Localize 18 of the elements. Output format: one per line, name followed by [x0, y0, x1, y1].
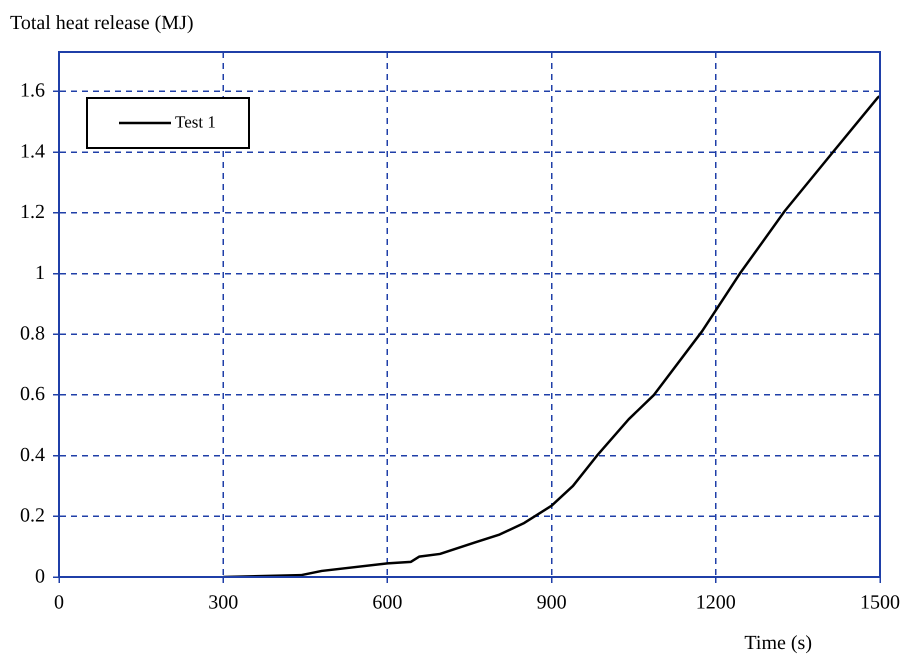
y-tick-label: 0 [35, 565, 45, 588]
y-tick-label: 1.4 [20, 140, 45, 162]
x-tick-label: 300 [208, 591, 238, 614]
x-axis-title: Time (s) [744, 632, 812, 655]
legend-label: Test 1 [175, 112, 216, 132]
x-tick-label: 600 [372, 591, 402, 614]
x-tick-label: 0 [54, 591, 64, 614]
y-tick-label: 0.2 [20, 504, 45, 527]
x-tick-label: 900 [536, 591, 567, 614]
x-tick-label: 1500 [860, 591, 900, 614]
y-tick-label: 0.6 [20, 383, 45, 406]
y-tick-label: 1 [35, 262, 45, 284]
y-tick-label: 0.4 [20, 444, 45, 466]
y-tick-label: 1.6 [20, 80, 45, 102]
y-tick-label: 0.8 [20, 322, 45, 344]
y-axis-title: Total heat release (MJ) [10, 12, 194, 35]
y-tick-label: 1.2 [20, 201, 45, 224]
x-tick-label: 1200 [696, 591, 736, 614]
